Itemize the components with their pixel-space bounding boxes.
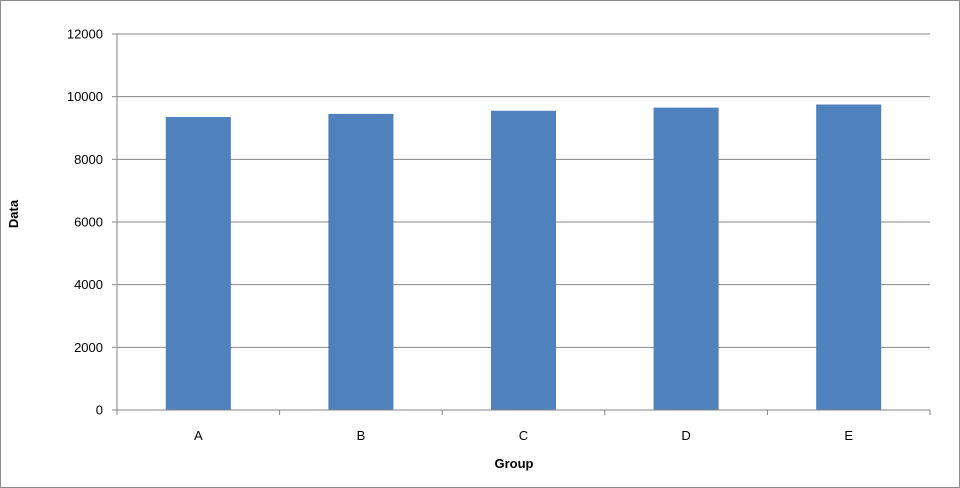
x-tick-label: C [519, 428, 528, 443]
y-tick-label: 2000 [74, 340, 103, 355]
x-tick-label: A [194, 428, 203, 443]
y-tick-label: 10000 [67, 89, 103, 104]
y-tick-label: 12000 [67, 27, 103, 42]
y-tick-label: 0 [96, 403, 103, 418]
y-tick-label: 6000 [74, 215, 103, 230]
bar-e [816, 104, 882, 410]
x-tick-label: D [681, 428, 690, 443]
bar-b [328, 113, 394, 411]
bar-d [653, 107, 719, 410]
bar-a [165, 117, 231, 411]
y-tick-labels: 0 2000 4000 6000 8000 10000 12000 [67, 27, 103, 418]
bar-c [490, 110, 557, 411]
x-tick-label: E [844, 428, 853, 443]
axes [116, 34, 930, 411]
x-tick-label: B [357, 428, 366, 443]
y-tick-label: 4000 [74, 277, 103, 292]
bars [165, 104, 882, 411]
y-tick-label: 8000 [74, 152, 103, 167]
x-axis-title: Group [495, 456, 534, 471]
y-axis-title: Data [6, 199, 21, 228]
x-tick-labels: A B C D E [194, 428, 853, 443]
